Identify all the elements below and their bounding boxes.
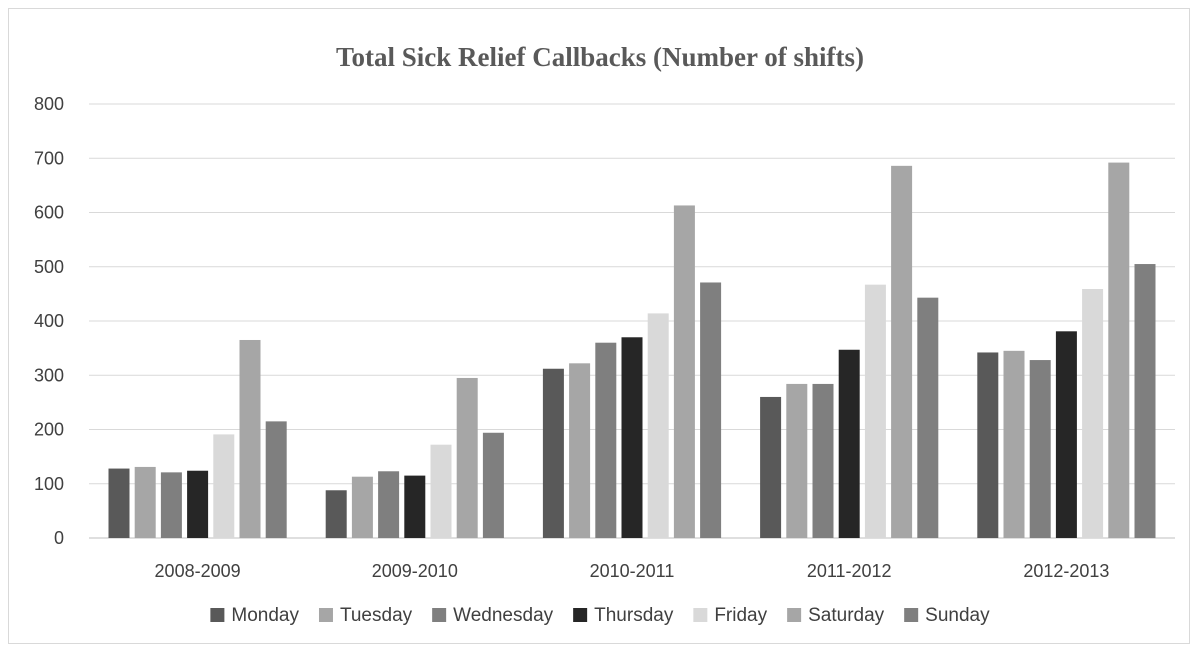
legend: Monday Tuesday Wednesday Thursday Friday Satu…: [210, 605, 990, 626]
bar-tuesday-2008-2009: [134, 466, 156, 538]
legend-swatch: [210, 608, 225, 622]
bar-sunday-2012-2013: [1134, 264, 1156, 538]
legend-item-tuesday: Tuesday: [318, 605, 413, 626]
y-tick-label: 200: [34, 420, 64, 440]
bar-saturday-2010-2011: [673, 205, 695, 538]
bar-wednesday-2012-2013: [1029, 360, 1051, 538]
legend-item-sunday: Sunday: [904, 605, 990, 626]
bar-friday-2012-2013: [1082, 288, 1104, 538]
y-tick-label: 100: [34, 474, 64, 494]
bar-saturday-2009-2010: [456, 377, 478, 538]
legend-label: Monday: [231, 605, 299, 626]
bar-tuesday-2011-2012: [786, 383, 808, 538]
legend-label: Sunday: [925, 605, 990, 626]
chart-frame: Total Sick Relief Callbacks (Number of s…: [8, 8, 1190, 644]
y-tick-label: 500: [34, 257, 64, 277]
bar-thursday-2009-2010: [404, 475, 426, 538]
bar-friday-2010-2011: [647, 313, 669, 538]
chart-title: Total Sick Relief Callbacks (Number of s…: [336, 42, 864, 72]
bar-thursday-2008-2009: [187, 470, 209, 538]
bar-sunday-2011-2012: [917, 297, 939, 538]
legend-label: Wednesday: [453, 605, 553, 626]
bar-monday-2008-2009: [108, 468, 130, 538]
bar-monday-2009-2010: [325, 490, 347, 538]
bar-saturday-2011-2012: [891, 165, 913, 538]
bar-friday-2009-2010: [430, 444, 452, 538]
bar-sunday-2010-2011: [700, 282, 722, 538]
x-tick-label: 2008-2009: [155, 561, 241, 581]
bar-saturday-2008-2009: [239, 339, 261, 538]
legend-swatch: [693, 608, 708, 622]
y-tick-label: 600: [34, 203, 64, 223]
bar-sunday-2009-2010: [482, 432, 504, 538]
x-tick-label: 2009-2010: [372, 561, 458, 581]
x-tick-label: 2012-2013: [1023, 561, 1109, 581]
legend-item-saturday: Saturday: [787, 605, 885, 626]
legend-swatch: [787, 608, 802, 622]
legend-label: Thursday: [594, 605, 674, 626]
bar-tuesday-2010-2011: [569, 363, 591, 538]
bars: [108, 162, 1156, 538]
legend-label: Friday: [714, 605, 767, 626]
x-axis-tick-labels: 2008-2009 2009-2010 2010-2011 2011-2012 2012…: [155, 561, 1110, 581]
bar-tuesday-2012-2013: [1003, 350, 1025, 538]
legend-item-thursday: Thursday: [573, 605, 674, 626]
bar-saturday-2012-2013: [1108, 162, 1130, 538]
bar-chart: Total Sick Relief Callbacks (Number of s…: [34, 42, 1175, 626]
y-tick-label: 300: [34, 365, 64, 385]
legend-swatch: [904, 608, 919, 622]
bar-wednesday-2010-2011: [595, 342, 617, 538]
bar-tuesday-2009-2010: [351, 476, 373, 538]
bar-monday-2012-2013: [977, 352, 999, 538]
bar-friday-2008-2009: [213, 434, 235, 538]
y-tick-label: 800: [34, 94, 64, 114]
bar-thursday-2010-2011: [621, 337, 643, 538]
legend-swatch: [573, 608, 588, 622]
bar-wednesday-2009-2010: [378, 471, 400, 538]
x-tick-label: 2010-2011: [590, 561, 675, 581]
legend-label: Saturday: [808, 605, 885, 626]
bar-thursday-2011-2012: [838, 349, 860, 538]
bar-monday-2010-2011: [542, 368, 564, 538]
bar-monday-2011-2012: [760, 396, 782, 538]
y-tick-label: 0: [54, 528, 64, 548]
legend-item-friday: Friday: [693, 605, 768, 626]
legend-label: Tuesday: [340, 605, 413, 626]
legend-item-monday: Monday: [210, 605, 299, 626]
bar-thursday-2012-2013: [1055, 331, 1077, 538]
legend-item-wednesday: Wednesday: [432, 605, 554, 626]
legend-swatch: [318, 608, 333, 622]
bar-friday-2011-2012: [864, 284, 886, 538]
bar-wednesday-2008-2009: [160, 472, 182, 538]
y-axis-tick-labels: 0 100 200 300 400 500 600 700 800: [34, 94, 64, 548]
y-tick-label: 400: [34, 311, 64, 331]
x-tick-label: 2011-2012: [807, 561, 892, 581]
y-tick-label: 700: [34, 148, 64, 168]
bar-sunday-2008-2009: [265, 421, 287, 538]
legend-swatch: [432, 608, 447, 622]
bar-wednesday-2011-2012: [812, 383, 834, 538]
